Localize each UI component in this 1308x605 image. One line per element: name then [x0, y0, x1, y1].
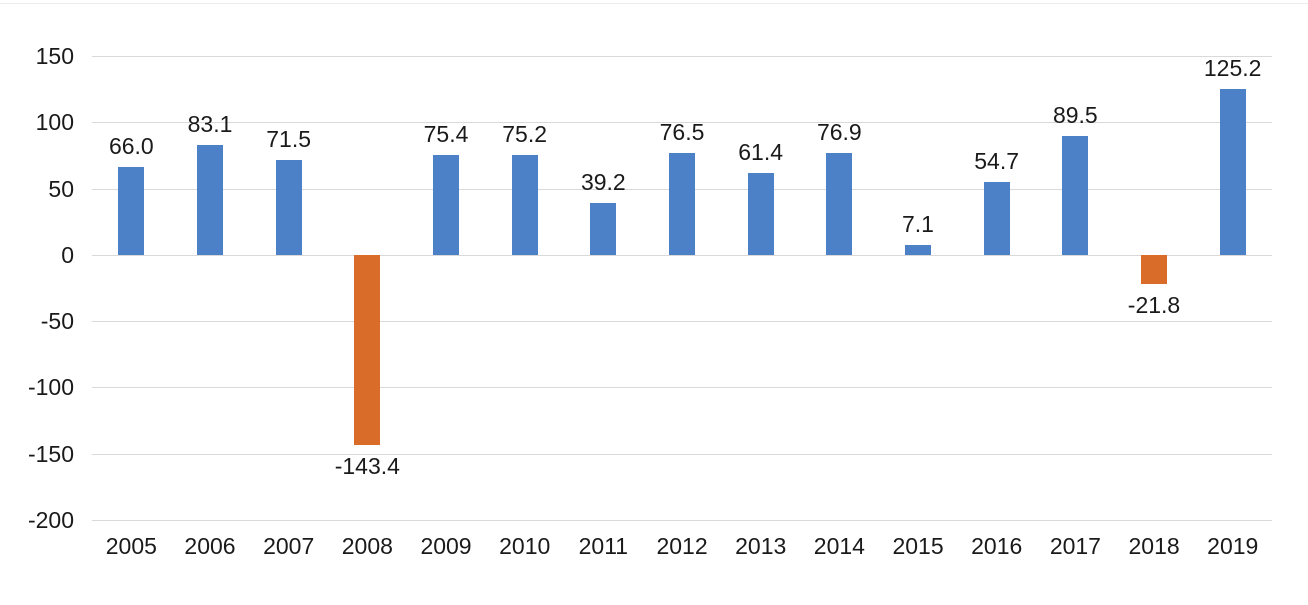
bar-value-label: 89.5	[1052, 102, 1098, 129]
bar-2014	[826, 152, 853, 255]
gridline	[92, 321, 1272, 323]
x-tick-label: 2006	[184, 533, 236, 559]
x-tick-label: 2009	[420, 533, 472, 559]
x-tick-label: 2010	[499, 533, 551, 559]
gridline	[92, 387, 1272, 389]
bar-2008	[354, 254, 381, 445]
bar-value-label: 66.0	[108, 133, 154, 160]
bar-2013	[747, 173, 774, 255]
bar-2006	[197, 144, 223, 255]
bar-value-label: 7.1	[902, 211, 934, 238]
gridline	[92, 520, 1272, 521]
bar-2019	[1219, 88, 1246, 255]
y-axis-labels: 150 100 50 0 -50 -100 -150 -200	[0, 43, 74, 533]
bar-2017	[1062, 136, 1089, 255]
bar-value-label: 54.7	[974, 148, 1020, 175]
y-tick-label: 150	[35, 43, 74, 69]
x-tick-label: 2016	[971, 533, 1023, 559]
y-tick-label: -50	[40, 308, 74, 335]
y-tick-label: -100	[27, 374, 74, 401]
y-tick-label: 50	[48, 175, 74, 202]
plot-area: 66.0 83.1 71.5 -143.4 75.4 75.2 39.2 76.5 61.4 76…	[92, 55, 1272, 521]
bar-value-label: 76.5	[659, 119, 705, 146]
bar-2016	[983, 182, 1010, 255]
x-tick-label: 2017	[1049, 533, 1101, 559]
x-tick-label: 2007	[263, 533, 315, 559]
y-tick-label: 100	[35, 109, 74, 136]
bar-value-label: 125.2	[1203, 54, 1262, 81]
bar-value-label: 75.2	[502, 121, 548, 148]
bar-value-label: 71.5	[266, 126, 312, 153]
bar-value-label: 39.2	[580, 168, 626, 195]
bar-value-label: 75.4	[423, 120, 469, 147]
bar-value-label: 83.1	[187, 110, 233, 137]
bar-2005	[118, 167, 145, 255]
bar-2010	[511, 155, 538, 255]
x-tick-label: 2019	[1207, 533, 1259, 559]
bar-2011	[590, 202, 617, 255]
gridline	[92, 254, 1272, 256]
bar-2012	[669, 153, 695, 255]
bar-value-label: 76.9	[816, 118, 862, 145]
bar-2007	[275, 160, 302, 255]
x-axis-labels: 2005 2006 2007 2008 2009 2010 2011 2012 2013 2014…	[92, 532, 1272, 562]
x-tick-label: 2012	[656, 533, 708, 559]
gridline	[92, 122, 1272, 124]
x-tick-label: 2008	[341, 533, 393, 559]
y-tick-label: 0	[61, 241, 74, 268]
bar-2009	[433, 154, 459, 255]
gridline	[92, 56, 1272, 57]
y-tick-label: -200	[27, 507, 74, 533]
top-border-line	[0, 3, 1308, 4]
x-tick-label: 2011	[578, 533, 629, 559]
bar-2015	[905, 245, 931, 255]
x-tick-label: 2005	[105, 533, 157, 559]
bar-value-label: 61.4	[738, 139, 784, 166]
x-tick-label: 2014	[813, 533, 865, 559]
x-tick-label: 2013	[735, 533, 787, 559]
y-tick-label: -150	[27, 440, 74, 467]
x-tick-label: 2015	[892, 533, 944, 559]
gridline	[92, 453, 1272, 455]
bar-value-label: -143.4	[334, 452, 400, 479]
bar-2018	[1141, 254, 1167, 284]
bar-value-label: -21.8	[1127, 291, 1181, 318]
x-tick-label: 2018	[1128, 533, 1180, 559]
